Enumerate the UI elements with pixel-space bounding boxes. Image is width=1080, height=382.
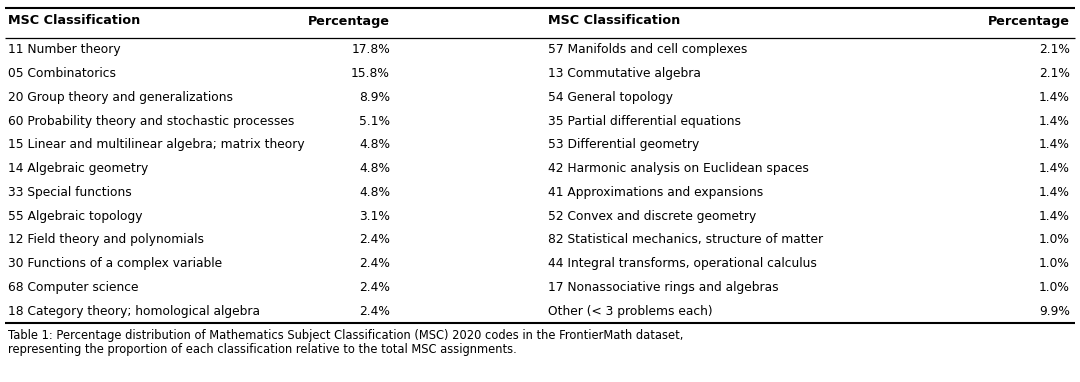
- Text: 2.4%: 2.4%: [360, 304, 390, 317]
- Text: 57 Manifolds and cell complexes: 57 Manifolds and cell complexes: [548, 44, 747, 57]
- Text: 2.1%: 2.1%: [1039, 67, 1070, 80]
- Text: 55 Algebraic topology: 55 Algebraic topology: [8, 210, 143, 223]
- Text: 1.4%: 1.4%: [1039, 91, 1070, 104]
- Text: 53 Differential geometry: 53 Differential geometry: [548, 138, 699, 151]
- Text: 17 Nonassociative rings and algebras: 17 Nonassociative rings and algebras: [548, 281, 779, 294]
- Text: 1.4%: 1.4%: [1039, 162, 1070, 175]
- Text: 18 Category theory; homological algebra: 18 Category theory; homological algebra: [8, 304, 260, 317]
- Text: 1.4%: 1.4%: [1039, 115, 1070, 128]
- Text: 4.8%: 4.8%: [359, 162, 390, 175]
- Text: 35 Partial differential equations: 35 Partial differential equations: [548, 115, 741, 128]
- Text: 05 Combinatorics: 05 Combinatorics: [8, 67, 116, 80]
- Text: 1.0%: 1.0%: [1039, 281, 1070, 294]
- Text: 1.4%: 1.4%: [1039, 138, 1070, 151]
- Text: 60 Probability theory and stochastic processes: 60 Probability theory and stochastic pro…: [8, 115, 295, 128]
- Text: 11 Number theory: 11 Number theory: [8, 44, 121, 57]
- Text: 2.4%: 2.4%: [360, 257, 390, 270]
- Text: 20 Group theory and generalizations: 20 Group theory and generalizations: [8, 91, 233, 104]
- Text: 2.1%: 2.1%: [1039, 44, 1070, 57]
- Text: Other (< 3 problems each): Other (< 3 problems each): [548, 304, 713, 317]
- Text: 1.0%: 1.0%: [1039, 257, 1070, 270]
- Text: 52 Convex and discrete geometry: 52 Convex and discrete geometry: [548, 210, 756, 223]
- Text: 1.4%: 1.4%: [1039, 210, 1070, 223]
- Text: 30 Functions of a complex variable: 30 Functions of a complex variable: [8, 257, 222, 270]
- Text: 3.1%: 3.1%: [360, 210, 390, 223]
- Text: 17.8%: 17.8%: [351, 44, 390, 57]
- Text: 1.4%: 1.4%: [1039, 186, 1070, 199]
- Text: 13 Commutative algebra: 13 Commutative algebra: [548, 67, 701, 80]
- Text: 2.4%: 2.4%: [360, 281, 390, 294]
- Text: 68 Computer science: 68 Computer science: [8, 281, 138, 294]
- Text: 82 Statistical mechanics, structure of matter: 82 Statistical mechanics, structure of m…: [548, 233, 823, 246]
- Text: 15 Linear and multilinear algebra; matrix theory: 15 Linear and multilinear algebra; matri…: [8, 138, 305, 151]
- Text: 8.9%: 8.9%: [359, 91, 390, 104]
- Text: 4.8%: 4.8%: [359, 138, 390, 151]
- Text: 41 Approximations and expansions: 41 Approximations and expansions: [548, 186, 764, 199]
- Text: 12 Field theory and polynomials: 12 Field theory and polynomials: [8, 233, 204, 246]
- Text: 5.1%: 5.1%: [359, 115, 390, 128]
- Text: Table 1: Percentage distribution of Mathematics Subject Classification (MSC) 202: Table 1: Percentage distribution of Math…: [8, 330, 684, 343]
- Text: Percentage: Percentage: [988, 15, 1070, 28]
- Text: representing the proportion of each classification relative to the total MSC ass: representing the proportion of each clas…: [8, 343, 516, 356]
- Text: 9.9%: 9.9%: [1039, 304, 1070, 317]
- Text: 44 Integral transforms, operational calculus: 44 Integral transforms, operational calc…: [548, 257, 816, 270]
- Text: Percentage: Percentage: [308, 15, 390, 28]
- Text: 33 Special functions: 33 Special functions: [8, 186, 132, 199]
- Text: 54 General topology: 54 General topology: [548, 91, 673, 104]
- Text: 1.0%: 1.0%: [1039, 233, 1070, 246]
- Text: 2.4%: 2.4%: [360, 233, 390, 246]
- Text: MSC Classification: MSC Classification: [8, 15, 140, 28]
- Text: 15.8%: 15.8%: [351, 67, 390, 80]
- Text: MSC Classification: MSC Classification: [548, 15, 680, 28]
- Text: 14 Algebraic geometry: 14 Algebraic geometry: [8, 162, 148, 175]
- Text: 42 Harmonic analysis on Euclidean spaces: 42 Harmonic analysis on Euclidean spaces: [548, 162, 809, 175]
- Text: 4.8%: 4.8%: [359, 186, 390, 199]
